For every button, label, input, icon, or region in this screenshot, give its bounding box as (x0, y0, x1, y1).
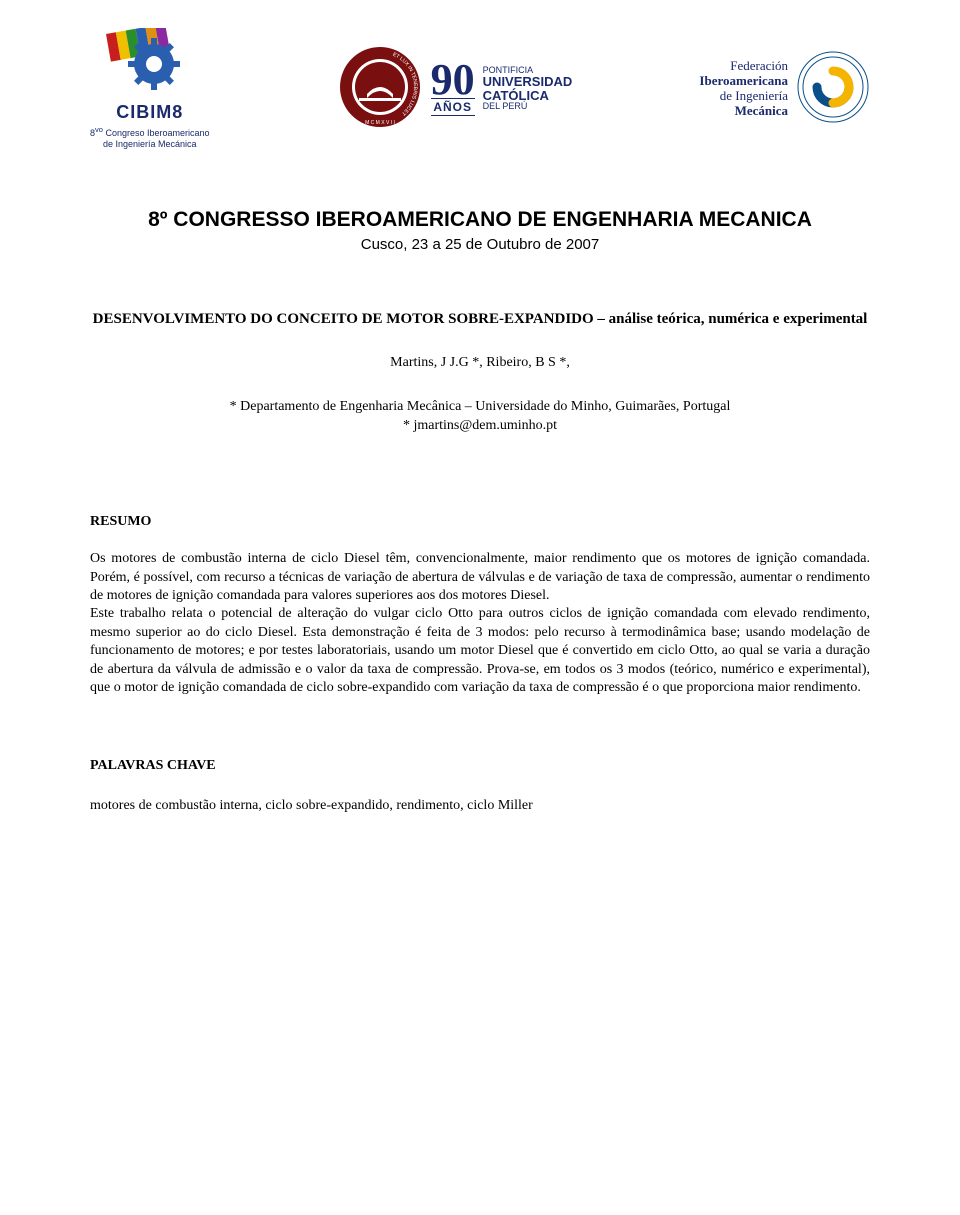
logo-pucp: ET LUX IN TENEBRIS LUCET M C M X V I I 9… (337, 44, 573, 134)
abstract-p2: Este trabalho relata o potencial de alte… (90, 605, 870, 697)
authors: Martins, J J.G *, Ribeiro, B S *, (90, 355, 870, 371)
federacion-rings-icon (796, 50, 870, 124)
abstract-heading: RESUMO (90, 514, 870, 530)
paper-title: DESENVOLVIMENTO DO CONCEITO DE MOTOR SOB… (90, 309, 870, 329)
cibim-brand: CIBIM8 (116, 102, 183, 123)
keywords-text: motores de combustão interna, ciclo sobr… (90, 798, 870, 814)
pucp-seal-icon: ET LUX IN TENEBRIS LUCET M C M X V I I (337, 44, 423, 130)
cibim-gear-icon (102, 28, 198, 98)
svg-text:M C M X V I I: M C M X V I I (365, 120, 395, 126)
pucp-ninety: 90 AÑOS (431, 61, 475, 116)
page-title: 8º CONGRESSO IBEROAMERICANO DE ENGENHARI… (90, 208, 870, 232)
affiliation-line1: * Departamento de Engenharia Mecânica – … (230, 399, 731, 414)
logo-federacion: Federación Iberoamericana de Ingeniería … (699, 50, 870, 128)
affiliation-line2: * jmartins@dem.uminho.pt (403, 418, 557, 433)
federacion-text: Federación Iberoamericana de Ingeniería … (699, 59, 788, 119)
cibim-sub: 8vo Congreso Iberoamericano de Ingenierí… (90, 125, 210, 150)
page-subtitle: Cusco, 23 a 25 de Outubro de 2007 (90, 236, 870, 253)
keywords-heading: PALAVRAS CHAVE (90, 758, 870, 774)
logo-row: CIBIM8 8vo Congreso Iberoamericano de In… (90, 28, 870, 150)
affiliation: * Departamento de Engenharia Mecânica – … (90, 397, 870, 436)
logo-cibim: CIBIM8 8vo Congreso Iberoamericano de In… (90, 28, 210, 150)
abstract-p1: Os motores de combustão interna de ciclo… (90, 550, 870, 605)
abstract-body: Os motores de combustão interna de ciclo… (90, 550, 870, 698)
pucp-name: PONTIFICIA UNIVERSIDAD CATÓLICA DEL PERÚ (483, 66, 573, 112)
